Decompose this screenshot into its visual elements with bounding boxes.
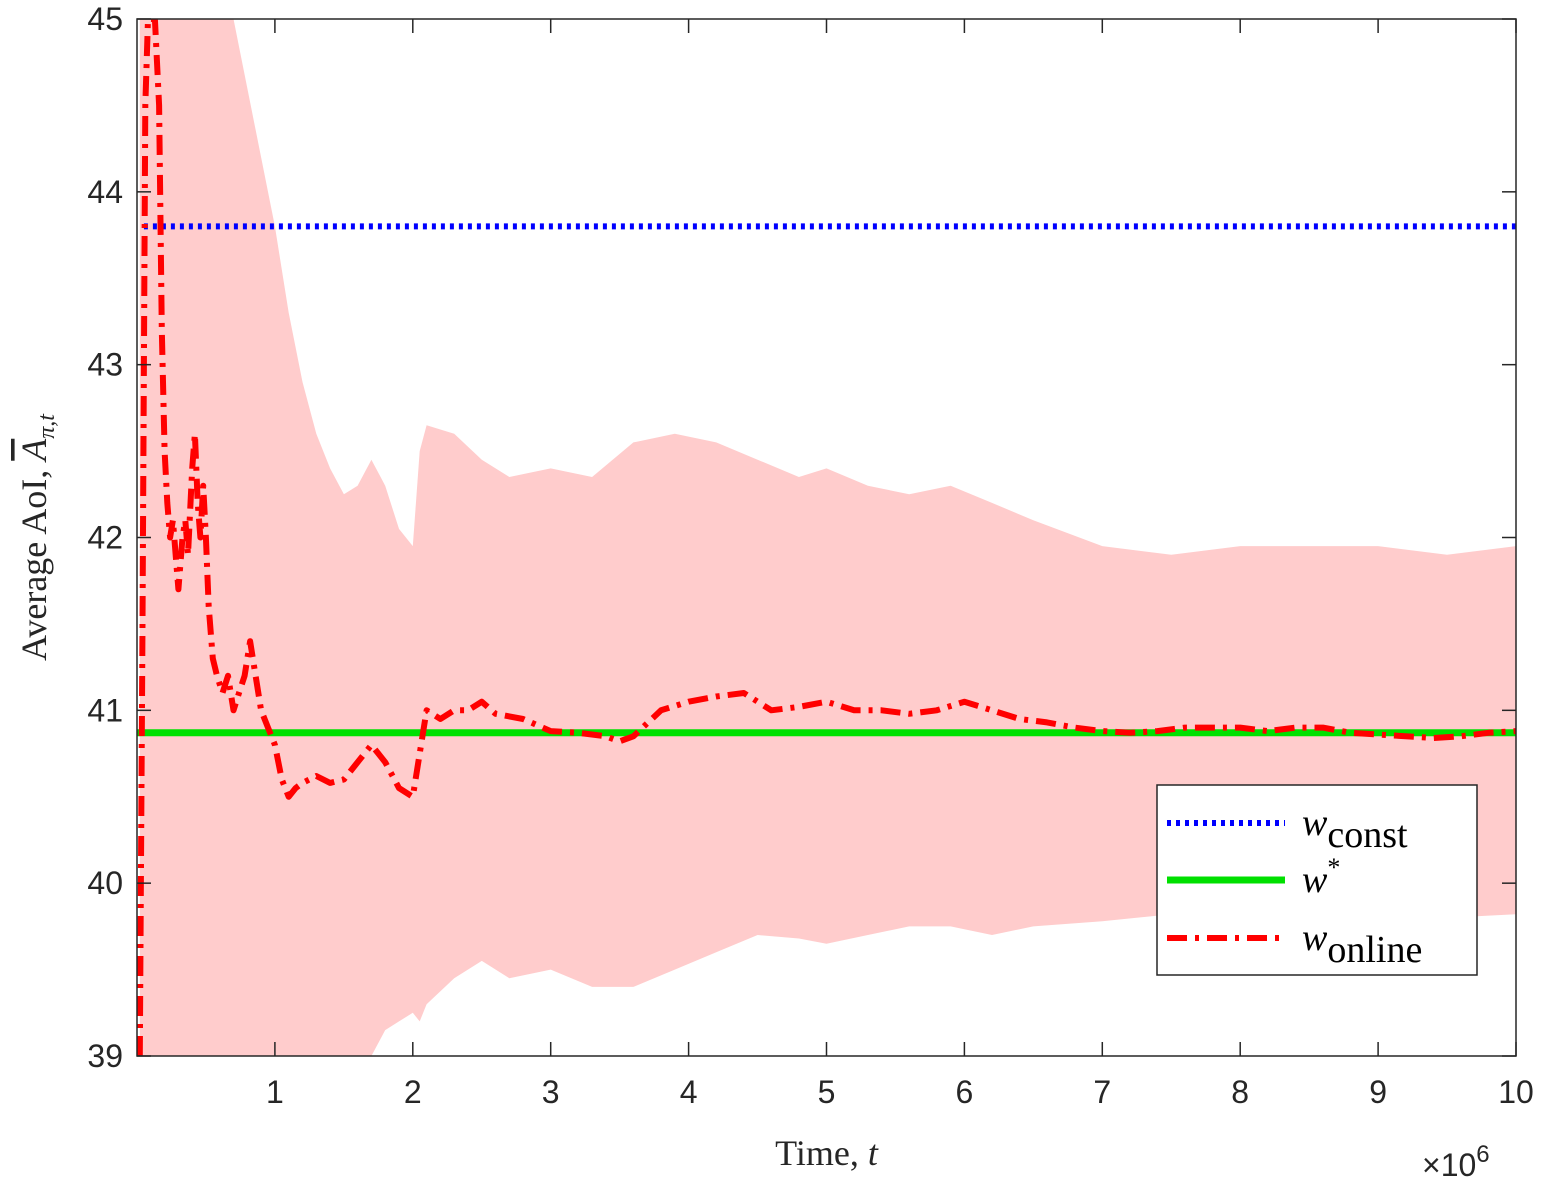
x-axis-label-var: t [868, 1133, 879, 1173]
y-tick-label: 40 [87, 865, 123, 901]
y-tick-label: 39 [87, 1038, 123, 1074]
x-tick-label: 4 [680, 1074, 698, 1110]
series-line-online [137, 19, 1516, 1056]
y-tick-label: 42 [87, 520, 123, 556]
x-tick-label: 9 [1369, 1074, 1387, 1110]
x-tick-label: 2 [404, 1074, 422, 1110]
y-axis-label-sub: π,t [34, 413, 60, 439]
legend-label-sub: online [1327, 929, 1422, 971]
x-tick-label: 6 [956, 1074, 974, 1110]
legend-label-const: wconst [1302, 802, 1408, 856]
y-tick-label: 44 [87, 174, 123, 210]
x-multiplier-exponent: 6 [1476, 1141, 1489, 1168]
legend-label-online: wonline [1302, 917, 1422, 971]
legend-label-base: w [1302, 802, 1328, 844]
legend-label-base: w [1302, 917, 1328, 959]
x-tick-label: 10 [1498, 1074, 1534, 1110]
y-tick-label: 45 [87, 1, 123, 37]
legend-label-star: w* [1302, 853, 1340, 901]
y-axis-label: Average AoI, Aπ,t [14, 413, 60, 661]
legend-label-sup: * [1327, 853, 1340, 882]
y-axis-label-var: A [14, 438, 54, 463]
legend-label-sub: const [1327, 814, 1408, 856]
x-tick-label: 3 [542, 1074, 560, 1110]
x-tick-label: 7 [1093, 1074, 1111, 1110]
legend-label-base: w [1302, 859, 1328, 901]
x-tick-label: 5 [818, 1074, 836, 1110]
y-tick-label: 43 [87, 347, 123, 383]
x-tick-label: 8 [1231, 1074, 1249, 1110]
x-axis-label: Time, t [775, 1133, 879, 1173]
x-tick-label: 1 [266, 1074, 284, 1110]
y-tick-label: 41 [87, 692, 123, 728]
